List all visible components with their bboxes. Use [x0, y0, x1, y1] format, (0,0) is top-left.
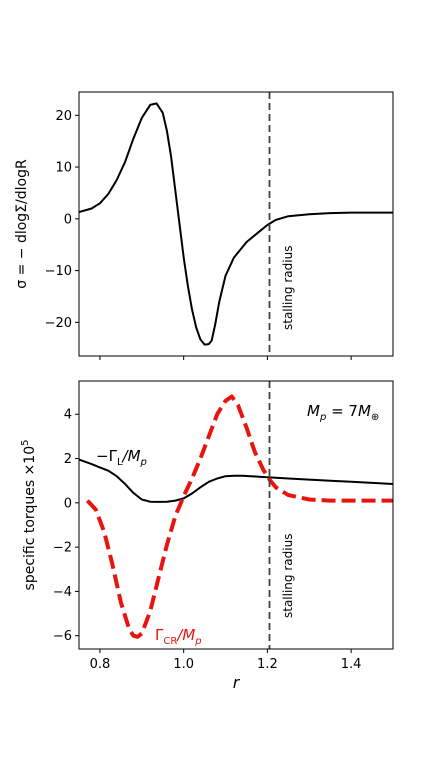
bottom-x-axis-label: r [233, 673, 241, 692]
bottom-panel-torques: 4 2 0 −2 −4 −6 0.8 1.0 1.2 1.4 specific torques … [20, 380, 394, 692]
top-x-ticks [99, 356, 352, 360]
y-tick-label: 10 [55, 161, 72, 176]
y-tick-label: −4 [53, 585, 72, 600]
y-tick-label: 0 [64, 212, 72, 227]
y-tick-label: 20 [55, 109, 72, 124]
y-tick-label: −6 [53, 629, 72, 644]
bottom-x-ticks: 0.8 1.0 1.2 1.4 [90, 649, 362, 672]
series-label-lindblad: −ΓL/Mp [96, 447, 147, 468]
x-tick-label: 1.0 [173, 657, 194, 672]
y-tick-label: 2 [64, 452, 72, 467]
bottom-stalling-radius-label: stalling radius [281, 534, 295, 618]
series-line-0-0 [78, 102, 393, 346]
bottom-y-ticks: 4 2 0 −2 −4 −6 [53, 408, 79, 644]
series-label-corotation: ΓCR/Mp [155, 626, 202, 647]
y-tick-label: 0 [64, 496, 72, 511]
planet-mass-annotation: Mp = 7M⊕ [307, 402, 379, 423]
top-y-ticks: 20 10 0 −10 −20 [45, 109, 79, 331]
bottom-plot-area [78, 381, 394, 649]
bottom-axes-frame [78, 380, 394, 650]
y-tick-label: −2 [53, 541, 72, 556]
x-tick-label: 0.8 [90, 657, 111, 672]
top-plot-area [78, 92, 393, 356]
x-tick-label: 1.4 [341, 657, 362, 672]
top-stalling-radius-label: stalling radius [281, 246, 295, 330]
y-tick-label: −10 [45, 264, 72, 279]
y-tick-label: −20 [45, 316, 72, 331]
bottom-y-axis-label: specific torques ×105 [20, 440, 38, 591]
top-axes-frame [78, 91, 394, 357]
series-line-1-1 [85, 394, 393, 639]
y-tick-label: 4 [64, 408, 72, 423]
top-panel-sigma: 20 10 0 −10 −20 σ = − dlogΣ/dlogR stalling r… [14, 91, 394, 360]
top-y-axis-label: σ = − dlogΣ/dlogR [14, 159, 30, 289]
x-tick-label: 1.2 [257, 657, 278, 672]
series-line-1-0 [78, 458, 394, 503]
